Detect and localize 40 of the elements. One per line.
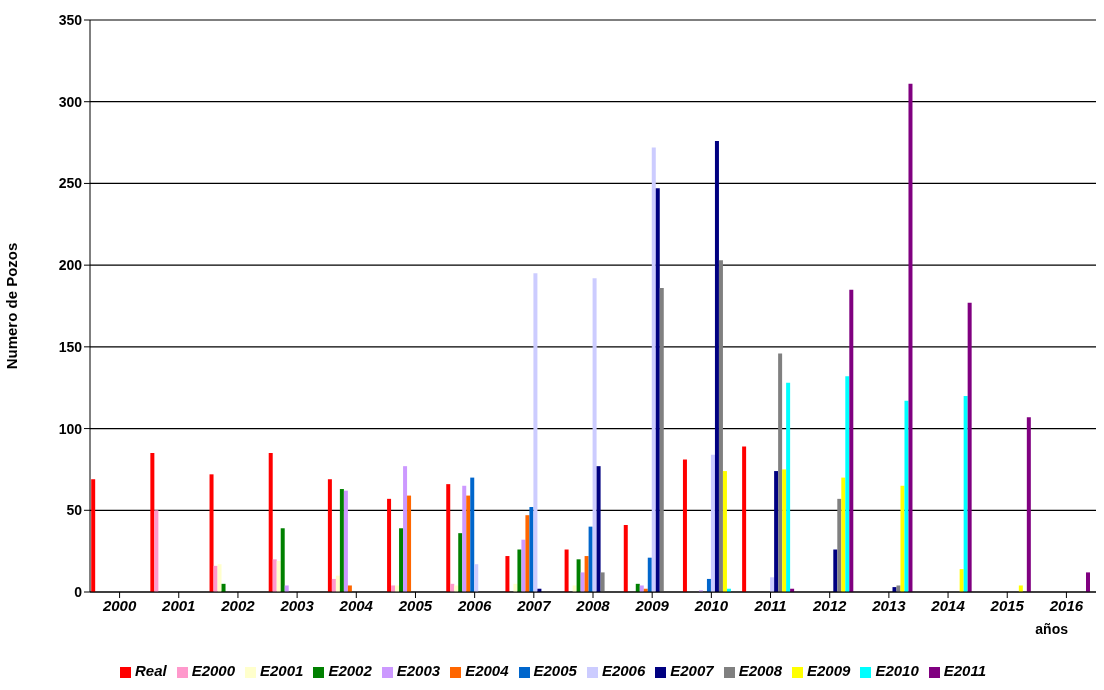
legend-label: E2010 <box>875 662 919 679</box>
y-tick-label: 100 <box>58 420 83 437</box>
x-tick-label: 2005 <box>397 596 433 614</box>
x-tick-label: 2009 <box>634 596 670 614</box>
y-tick-label: 300 <box>58 93 83 110</box>
x-tick-label: 2000 <box>101 596 137 614</box>
legend-label: E2003 <box>396 662 441 679</box>
legend-label: E2007 <box>670 662 714 679</box>
x-tick-label: 2004 <box>338 596 374 614</box>
x-tick-label: 2013 <box>871 596 907 614</box>
legend-label: E2002 <box>328 662 372 679</box>
y-tick-label: 350 <box>58 11 83 28</box>
x-tick-label: 2015 <box>989 596 1025 614</box>
legend-label: E2008 <box>738 662 783 679</box>
legend-label: E2005 <box>533 662 577 679</box>
x-tick-label: 2016 <box>1048 596 1084 614</box>
x-tick-label: 2001 <box>161 596 196 614</box>
y-tick-label: 250 <box>58 175 83 192</box>
x-tick-label: 2006 <box>456 596 492 614</box>
x-tick-label: 2011 <box>753 596 787 614</box>
y-tick-label: 200 <box>58 257 83 274</box>
y-tick-label: 50 <box>66 502 83 519</box>
legend-label: E2001 <box>260 662 304 679</box>
x-tick-label: 2003 <box>279 596 315 614</box>
legend-label: Real <box>134 662 167 679</box>
x-axis-title: años <box>1035 621 1069 637</box>
y-tick-label: 150 <box>58 338 83 355</box>
legend-label: E2000 <box>191 662 236 679</box>
x-tick-label: 2002 <box>220 596 256 614</box>
x-tick-label: 2008 <box>575 596 611 614</box>
y-axis-title: Numero de Pozos <box>3 242 21 370</box>
x-tick-label: 2012 <box>812 596 848 614</box>
legend-label: E2006 <box>601 662 646 679</box>
x-tick-label: 2014 <box>930 596 966 614</box>
legend-label: E2011 <box>943 662 987 679</box>
x-tick-label: 2007 <box>516 596 552 614</box>
y-tick-label: 0 <box>74 583 83 600</box>
x-tick-label: 2010 <box>693 596 729 614</box>
legend-label: E2009 <box>807 662 851 679</box>
legend-label: E2004 <box>465 662 509 679</box>
